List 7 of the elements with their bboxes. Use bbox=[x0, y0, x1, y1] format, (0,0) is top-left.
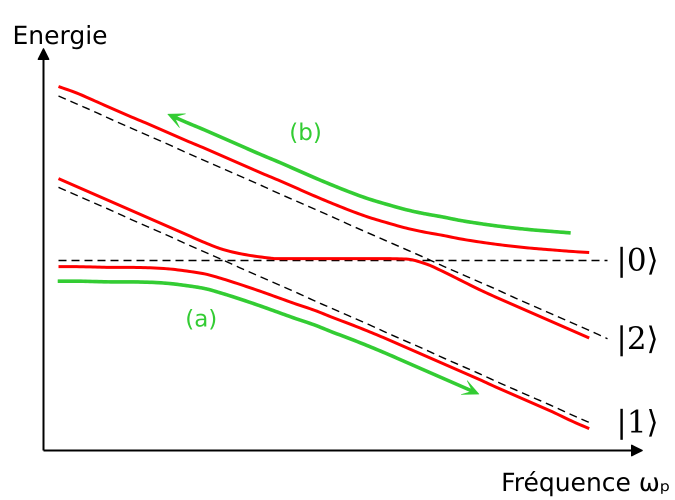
series-label: |0⟩ bbox=[616, 242, 659, 278]
annotation: (b) bbox=[289, 120, 322, 146]
series-label: |2⟩ bbox=[616, 320, 659, 357]
annotation: (a) bbox=[185, 306, 218, 332]
x-axis-title: Fréquence ωₚ bbox=[501, 468, 671, 497]
series-label: |1⟩ bbox=[616, 404, 659, 440]
y-axis-title: Energie bbox=[12, 21, 108, 50]
